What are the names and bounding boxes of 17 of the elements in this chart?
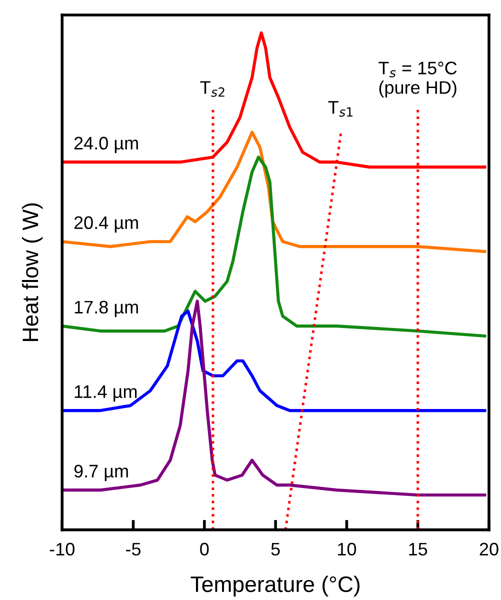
series-label: 11.4 µm [74, 385, 137, 402]
x-tick-label: 15 [409, 542, 428, 556]
y-axis-title: Heat flow ( W) [22, 203, 43, 341]
series-label: 17.8 µm [74, 300, 138, 318]
series-label: T$_{s1}$ [328, 101, 352, 117]
x-tick-label: 20 [480, 542, 498, 556]
series-label: 20.4 µm [74, 216, 138, 233]
ref-line-label: T$_{s}$ = 15°C (pure HD) [378, 62, 457, 98]
ref-line-label: T$_{s2}$ [200, 81, 224, 97]
x-tick-label: 5 [271, 542, 280, 556]
x-axis-title: Temperature (°C) [190, 576, 360, 597]
x-tick-label: 0 [200, 542, 209, 556]
x-tick-label: -5 [126, 542, 141, 556]
series-label: 9.7 µm [74, 464, 128, 482]
x-tick-label: 10 [338, 542, 356, 556]
x-tick-label: -10 [50, 542, 74, 556]
series-label: 24.0 µm [74, 136, 138, 154]
